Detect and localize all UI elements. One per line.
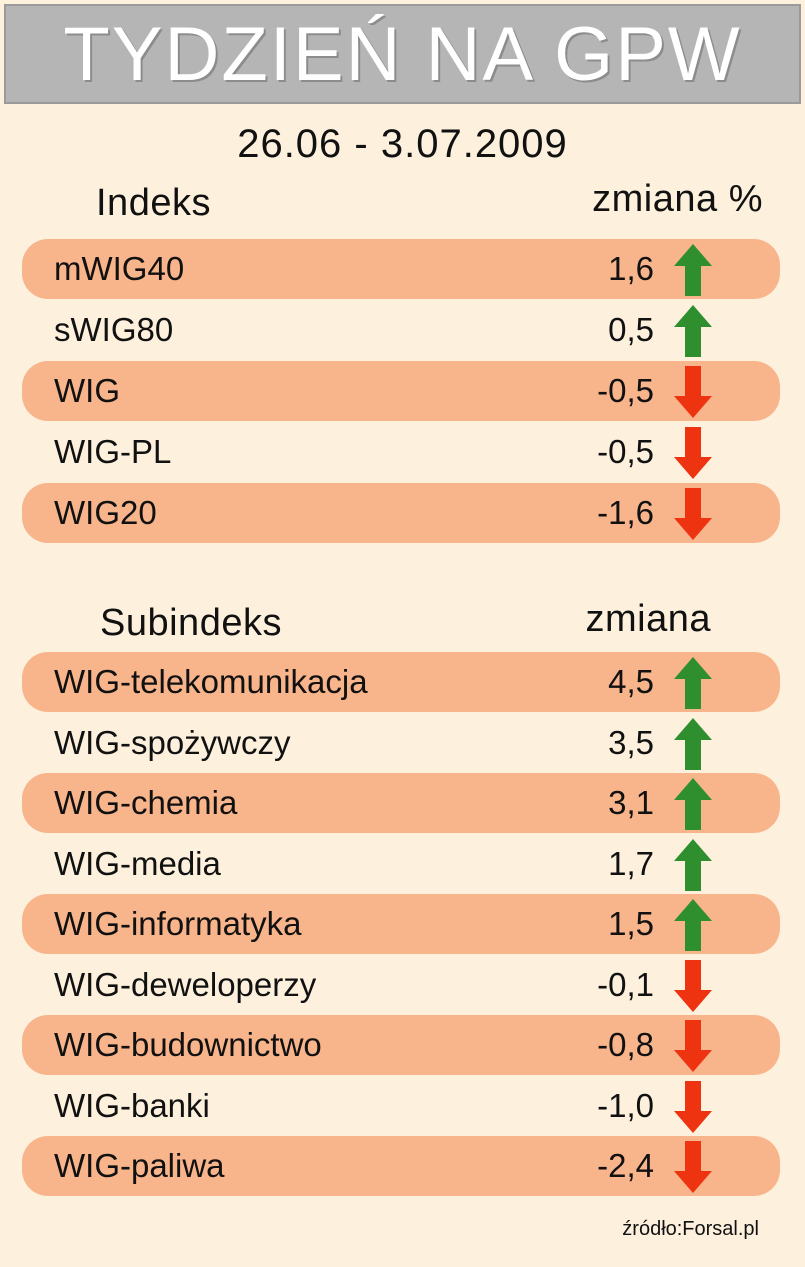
subindex-column-header: Subindeks bbox=[100, 602, 282, 644]
arrow-down-icon bbox=[674, 427, 712, 479]
row-name: WIG-banki bbox=[54, 1086, 210, 1124]
table-row: WIG-deweloperzy -0,1 bbox=[22, 955, 780, 1015]
table-row: WIG -0,5 bbox=[22, 361, 780, 421]
table-row: WIG-banki -1,0 bbox=[22, 1076, 780, 1136]
arrow-up-icon bbox=[674, 717, 712, 770]
row-value: 1,6 bbox=[608, 250, 654, 287]
row-name: WIG-budownictwo bbox=[54, 1026, 322, 1063]
arrow-up-icon bbox=[674, 838, 712, 891]
subindex-change-header: zmiana bbox=[585, 598, 711, 640]
arrow-up-icon bbox=[674, 305, 712, 357]
arrow-down-icon bbox=[674, 959, 712, 1012]
row-name: WIG-PL bbox=[54, 433, 172, 470]
date-range: 26.06 - 3.07.2009 bbox=[237, 122, 568, 166]
row-name: WIG-deweloperzy bbox=[54, 965, 317, 1003]
row-value: 3,5 bbox=[608, 723, 654, 761]
page-title: TYDZIEŃ NA GPW bbox=[63, 11, 742, 97]
table-row: WIG-spożywczy 3,5 bbox=[22, 713, 780, 773]
table-row: WIG-chemia 3,1 bbox=[22, 773, 780, 833]
arrow-up-icon bbox=[674, 244, 712, 296]
row-name: WIG-media bbox=[54, 844, 221, 882]
row-name: WIG-informatyka bbox=[54, 905, 302, 942]
index-change-header: zmiana % bbox=[592, 178, 763, 220]
row-name: mWIG40 bbox=[54, 250, 185, 287]
row-value: -1,6 bbox=[597, 494, 654, 531]
arrow-up-icon bbox=[674, 899, 712, 951]
arrow-down-icon bbox=[674, 366, 712, 418]
row-value: 4,5 bbox=[608, 663, 654, 700]
row-value: 1,7 bbox=[608, 844, 654, 882]
row-value: 3,1 bbox=[608, 784, 654, 821]
row-value: -2,4 bbox=[597, 1147, 654, 1184]
row-value: -0,5 bbox=[597, 372, 654, 409]
row-name: WIG-telekomunikacja bbox=[54, 663, 368, 700]
row-value: -0,1 bbox=[597, 965, 654, 1003]
arrow-down-icon bbox=[674, 1141, 712, 1193]
source-note: źródło:Forsal.pl bbox=[622, 1218, 759, 1240]
arrow-down-icon bbox=[674, 1020, 712, 1072]
row-name: sWIG80 bbox=[54, 311, 174, 348]
table-row: WIG20 -1,6 bbox=[22, 483, 780, 543]
row-value: -1,0 bbox=[597, 1086, 654, 1124]
row-value: -0,5 bbox=[597, 433, 654, 470]
arrow-down-icon bbox=[674, 488, 712, 540]
arrow-up-icon bbox=[674, 657, 712, 709]
arrow-up-icon bbox=[674, 778, 712, 830]
table-row: WIG-PL -0,5 bbox=[22, 422, 780, 482]
table-row: sWIG80 0,5 bbox=[22, 300, 780, 360]
row-value: 0,5 bbox=[608, 311, 654, 348]
row-name: WIG bbox=[54, 372, 120, 409]
table-row: WIG-media 1,7 bbox=[22, 834, 780, 894]
row-name: WIG-paliwa bbox=[54, 1147, 225, 1184]
arrow-down-icon bbox=[674, 1080, 712, 1133]
table-row: mWIG40 1,6 bbox=[22, 239, 780, 299]
table-row: WIG-informatyka 1,5 bbox=[22, 894, 780, 954]
table-row: WIG-paliwa -2,4 bbox=[22, 1136, 780, 1196]
title-bar: TYDZIEŃ NA GPW bbox=[4, 4, 801, 104]
row-name: WIG-chemia bbox=[54, 784, 238, 821]
row-name: WIG-spożywczy bbox=[54, 723, 291, 761]
table-row: WIG-telekomunikacja 4,5 bbox=[22, 652, 780, 712]
table-row: WIG-budownictwo -0,8 bbox=[22, 1015, 780, 1075]
row-value: 1,5 bbox=[608, 905, 654, 942]
index-column-header: Indeks bbox=[96, 182, 211, 224]
row-value: -0,8 bbox=[597, 1026, 654, 1063]
row-name: WIG20 bbox=[54, 494, 157, 531]
